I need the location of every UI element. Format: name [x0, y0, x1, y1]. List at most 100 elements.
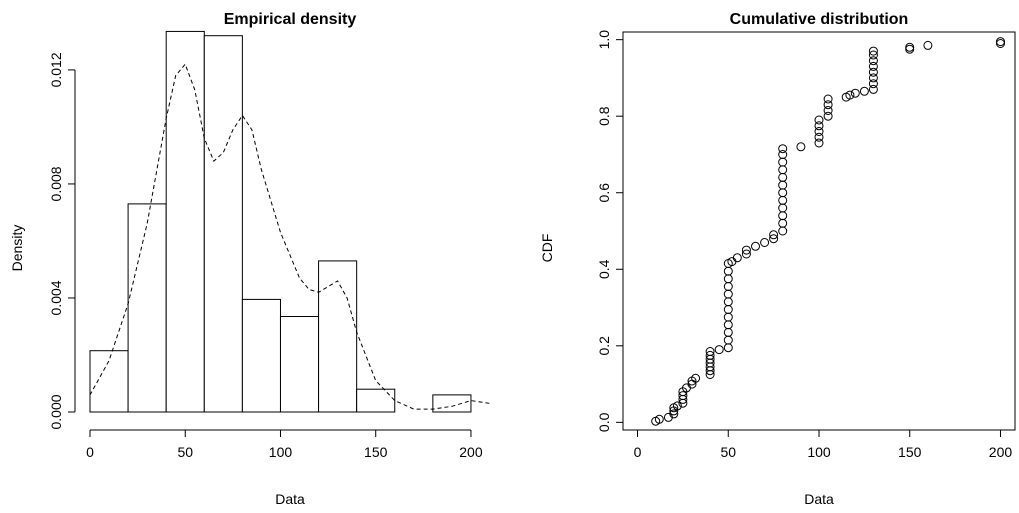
density-x-axis: 0 50 100 150 200 — [86, 429, 483, 460]
cdf-point — [723, 335, 733, 345]
cdf-point — [723, 274, 733, 284]
y-tick-label: 0.2 — [596, 336, 612, 356]
cdf-point — [723, 320, 733, 330]
cdf-point — [996, 39, 1005, 48]
cdf-point — [868, 61, 878, 71]
cdf-point — [823, 106, 833, 115]
density-x-axis-label: Data — [275, 491, 305, 507]
density-panel: Empirical density 0 50 100 150 200 0.0000.00… — [9, 11, 491, 507]
cdf-point — [778, 150, 788, 159]
histogram-bar — [89, 350, 129, 413]
cdf-point — [723, 312, 733, 322]
cdf-point — [905, 44, 915, 54]
cdf-point — [751, 241, 760, 251]
cdf-point — [868, 67, 878, 77]
histogram-bar — [318, 260, 358, 413]
cdf-point — [723, 343, 733, 353]
histogram-bars — [89, 30, 472, 413]
cdf-point — [814, 115, 824, 125]
x-tick-label: 0 — [86, 444, 94, 460]
cdf-point — [796, 142, 806, 152]
histogram-bar — [203, 35, 243, 413]
cdf-y-axis: 0.0 0.2 0.4 0.6 0.8 1.0 — [596, 30, 623, 432]
cdf-x-axis-label: Data — [804, 491, 834, 507]
cdf-point — [778, 203, 788, 213]
y-tick-label: 0.012 — [48, 52, 64, 87]
y-tick-label: 0.004 — [48, 280, 64, 315]
density-chart-title: Empirical density — [224, 11, 357, 28]
cdf-point — [705, 350, 715, 360]
x-tick-label: 50 — [720, 444, 736, 460]
cdf-point — [923, 40, 933, 50]
cdf-point — [778, 188, 788, 198]
cdf-point — [669, 409, 679, 419]
y-tick-label: 0.0 — [596, 412, 612, 432]
cdf-point — [723, 327, 733, 337]
y-tick-label: 0.8 — [596, 106, 612, 126]
cdf-point — [814, 127, 824, 136]
cdf-point — [769, 230, 779, 240]
cdf-point — [778, 165, 788, 175]
x-tick-label: 200 — [989, 444, 1013, 460]
cdf-point — [723, 282, 733, 291]
cdf-point — [905, 42, 915, 52]
cdf-point — [814, 138, 824, 148]
cdf-chart-title: Cumulative distribution — [730, 11, 909, 28]
cdf-point — [760, 238, 770, 247]
cdf-point — [778, 172, 788, 182]
cdf-point — [778, 180, 788, 190]
cdf-point — [778, 226, 788, 236]
cdf-point — [868, 50, 878, 60]
cdf-point — [678, 391, 688, 401]
y-tick-label: 0.4 — [596, 259, 612, 279]
y-tick-label: 0.008 — [48, 166, 64, 201]
cdf-point — [741, 245, 751, 255]
histogram-bar — [279, 316, 320, 413]
y-tick-label: 1.0 — [596, 30, 612, 50]
x-tick-label: 150 — [898, 444, 922, 460]
cdf-y-axis-label: CDF — [539, 234, 555, 263]
x-tick-label: 200 — [459, 444, 483, 460]
cdf-point — [823, 94, 833, 104]
cdf-point — [850, 88, 860, 98]
cdf-point — [845, 90, 855, 100]
density-curve-line — [89, 63, 491, 410]
cdf-point — [868, 46, 878, 56]
cdf-point — [723, 305, 733, 314]
histogram-bar — [165, 30, 205, 413]
cdf-point — [691, 373, 701, 383]
cdf-point — [859, 86, 869, 96]
cdf-point — [732, 253, 742, 263]
cdf-point — [778, 211, 788, 221]
density-y-axis: 0.000 0.004 0.008 0.012 — [48, 52, 76, 430]
cdf-point — [814, 132, 824, 142]
cdf-point — [723, 266, 733, 276]
density-y-axis-label: Density — [9, 225, 25, 272]
cdf-point — [823, 111, 833, 121]
cdf-point — [741, 249, 751, 259]
histogram-bar — [127, 203, 167, 413]
histogram-bar — [432, 394, 472, 413]
cdf-x-axis: 0 50 100 150 200 — [634, 430, 1013, 460]
cdf-point — [778, 144, 788, 154]
x-tick-label: 100 — [269, 444, 293, 460]
cdf-point — [814, 121, 824, 131]
cdf-point — [868, 56, 878, 66]
cdf-plot-frame — [622, 31, 1016, 431]
cdf-point — [672, 401, 682, 411]
cdf-point — [714, 345, 724, 355]
cdf-panel: Cumulative distribution 0 50 100 150 200 0.0… — [539, 11, 1016, 507]
cdf-point — [868, 79, 878, 89]
x-tick-label: 50 — [177, 444, 193, 460]
cdf-point — [868, 73, 878, 83]
cdf-point — [778, 157, 788, 167]
x-tick-label: 100 — [807, 444, 831, 460]
x-tick-label: 0 — [634, 444, 642, 460]
histogram-bar — [356, 388, 396, 413]
cdf-point — [823, 100, 833, 110]
cdf-point — [778, 218, 788, 228]
histogram-bar — [241, 298, 281, 413]
cdf-point — [778, 195, 788, 205]
cdf-points — [651, 37, 1005, 426]
